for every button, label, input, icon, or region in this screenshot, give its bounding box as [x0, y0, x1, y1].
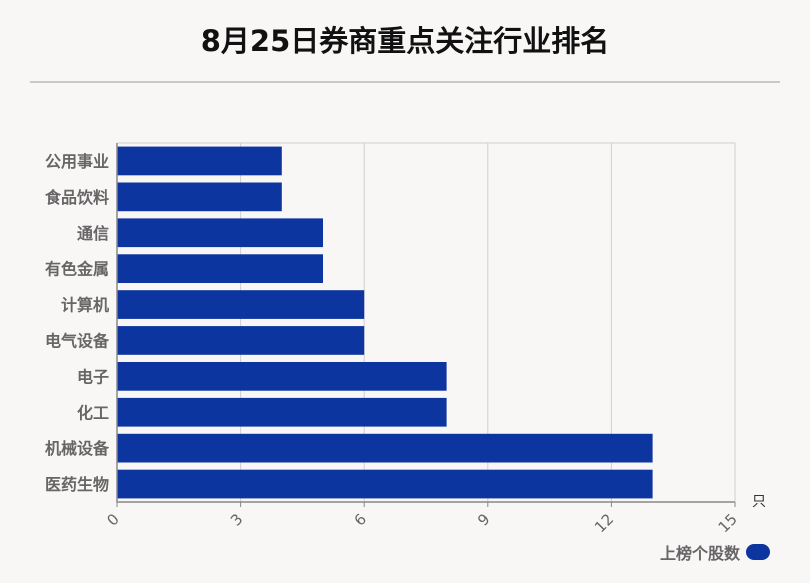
bar-layer — [117, 146, 653, 499]
category-label: 医药生物 — [45, 475, 109, 494]
legend-label: 上榜个股数 — [659, 544, 740, 563]
bar-0 — [117, 146, 282, 176]
x-tick-label: 15 — [715, 510, 741, 536]
category-label: 计算机 — [61, 296, 109, 315]
x-tick-label: 6 — [351, 510, 370, 529]
category-label: 公用事业 — [45, 152, 109, 171]
category-label: 有色金属 — [45, 260, 109, 279]
bar-9 — [117, 469, 653, 499]
legend-swatch — [746, 544, 770, 560]
bar-2 — [117, 218, 323, 248]
category-label: 电气设备 — [45, 331, 110, 350]
bar-7 — [117, 397, 447, 427]
bar-1 — [117, 182, 282, 212]
bar-6 — [117, 361, 447, 391]
bar-5 — [117, 326, 365, 355]
category-label: 通信 — [77, 224, 109, 243]
legend[interactable]: 上榜个股数 — [660, 540, 770, 564]
x-tick-label: 9 — [474, 510, 493, 529]
bar-4 — [117, 290, 365, 319]
title-divider — [30, 81, 780, 83]
x-tick-label: 3 — [227, 510, 246, 529]
category-label: 化工 — [77, 403, 109, 422]
category-label: 机械设备 — [45, 439, 110, 458]
chart-title: 8月25日券商重点关注行业排名 — [200, 24, 610, 58]
category-label: 食品饮料 — [44, 188, 109, 207]
axis-layer — [116, 143, 736, 507]
x-unit-label: 只 — [752, 494, 766, 510]
label-layer: 0 3 6 9 12 15 公用事业食品饮料通信有色金属计算机电气设备电子化工机械设备医药生… — [44, 152, 766, 536]
bar-8 — [117, 433, 653, 463]
category-label: 电子 — [77, 367, 109, 386]
x-tick-label: 12 — [591, 510, 617, 536]
x-tick-label: 0 — [103, 510, 122, 529]
bar-3 — [117, 254, 323, 284]
